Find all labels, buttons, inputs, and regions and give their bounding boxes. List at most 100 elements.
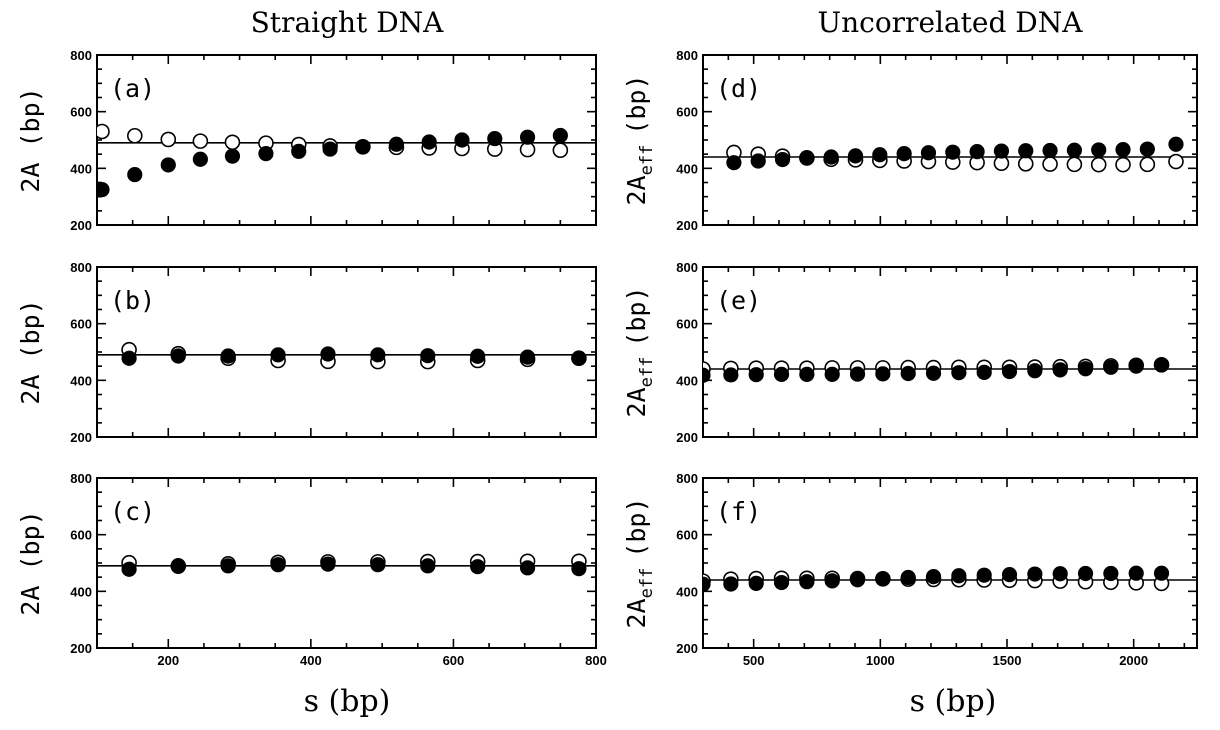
y-axis-label-subscript: eff (637, 357, 657, 388)
filled-circle-point (799, 574, 815, 590)
filled-circle-point (1042, 142, 1058, 159)
filled-circle-point (951, 568, 967, 584)
panel-c: 200 400 600 800 200 400 600 800 (c) 2A (bp) (16, 471, 607, 668)
open-circle-point (1066, 156, 1083, 173)
filled-circle-point (1153, 565, 1170, 581)
y-tick-label: 800 (70, 260, 92, 275)
filled-circle-point (571, 561, 587, 577)
y-tick-label: 200 (70, 218, 92, 233)
filled-circle-point (420, 348, 436, 364)
filled-circle-point (1027, 363, 1043, 379)
y-tick-label: 800 (676, 48, 698, 63)
filled-circle-point (824, 366, 840, 382)
x-tick-label: 500 (743, 653, 765, 668)
y-tick-label: 400 (676, 161, 698, 176)
y-tick-label: 800 (676, 260, 698, 275)
left-x-axis-label: s (bp) (304, 684, 391, 719)
filled-circle-point (121, 561, 137, 577)
filled-circle-point (571, 350, 587, 366)
filled-circle-point (748, 367, 764, 383)
open-circle-point (192, 133, 209, 149)
y-axis-label-subscript: eff (637, 568, 657, 599)
filled-circle-point (552, 127, 568, 144)
y-axis-label-unit: (bp) (622, 286, 651, 346)
filled-circle-point (748, 575, 764, 592)
filled-circle-point (420, 558, 436, 574)
filled-circle-point (896, 146, 912, 162)
open-circle-point (1168, 153, 1184, 170)
right-column-title: Uncorrelated DNA (818, 6, 1084, 39)
filled-circle-point (1001, 363, 1018, 380)
filled-circle-point (1153, 357, 1170, 373)
open-circle-point (224, 134, 241, 151)
y-tick-label: 800 (70, 471, 92, 486)
data-points (703, 356, 1170, 383)
filled-circle-point (170, 558, 186, 575)
y-tick-label: 400 (70, 161, 92, 176)
filled-circle-point (270, 557, 286, 573)
filled-circle-point (849, 572, 866, 588)
filled-circle-point (951, 365, 967, 381)
filled-circle-point (925, 365, 942, 381)
filled-circle-point (1052, 566, 1068, 582)
open-circle-point (552, 142, 569, 158)
y-axis-label: 2Aeff (bp) (622, 74, 657, 205)
left-column-title: Straight DNA (251, 6, 445, 39)
filled-circle-point (945, 144, 961, 160)
panel-label: (c) (110, 497, 155, 526)
right-x-axis-label: s (bp) (910, 684, 997, 719)
data-points (121, 341, 587, 370)
filled-circle-point (875, 570, 891, 587)
y-tick-label: 400 (676, 373, 698, 388)
open-circle-point (97, 123, 110, 140)
x-tick-label: 1000 (866, 653, 895, 668)
filled-circle-point (872, 147, 888, 163)
filled-circle-point (355, 139, 371, 155)
y-axis-label: 2A (bp) (16, 299, 45, 404)
y-tick-label: 600 (70, 528, 92, 543)
filled-circle-point (900, 365, 916, 382)
y-tick-label: 400 (70, 584, 92, 599)
filled-circle-point (127, 166, 143, 183)
filled-circle-point (1027, 566, 1043, 582)
filled-circle-point (1103, 359, 1119, 375)
filled-circle-point (875, 366, 891, 382)
panel-label: (f) (716, 497, 761, 526)
filled-circle-point (1168, 136, 1184, 152)
filled-circle-point (1077, 565, 1094, 582)
filled-circle-point (703, 367, 711, 383)
filled-circle-point (519, 129, 536, 145)
filled-circle-point (160, 157, 176, 173)
filled-circle-point (320, 556, 336, 572)
panel-frame (702, 477, 1198, 649)
panel-label: (e) (716, 286, 761, 315)
filled-circle-point (976, 567, 992, 583)
filled-circle-point (519, 349, 536, 365)
filled-circle-point (723, 367, 739, 383)
filled-circle-point (774, 151, 791, 168)
filled-circle-point (773, 574, 790, 591)
filled-circle-point (1103, 565, 1119, 582)
y-axis-label-unit: (bp) (622, 74, 651, 134)
filled-circle-point (799, 150, 815, 166)
panel-frame (702, 54, 1198, 226)
y-tick-label: 600 (70, 105, 92, 120)
y-tick-label: 400 (70, 373, 92, 388)
y-axis-label-main: 2A (622, 175, 651, 205)
filled-circle-point (1066, 142, 1082, 158)
open-circle-point (160, 131, 177, 148)
open-circle-point (1017, 156, 1034, 172)
y-tick-label: 200 (676, 430, 698, 445)
filled-circle-point (220, 558, 236, 574)
filled-circle-point (270, 347, 286, 363)
y-tick-label: 200 (676, 218, 698, 233)
filled-circle-point (900, 569, 916, 586)
panel-label: (d) (716, 74, 761, 103)
filled-circle-point (519, 560, 536, 576)
filled-circle-point (421, 134, 437, 150)
y-tick-label: 200 (70, 641, 92, 656)
filled-circle-point (320, 346, 336, 362)
y-tick-label: 400 (676, 584, 698, 599)
